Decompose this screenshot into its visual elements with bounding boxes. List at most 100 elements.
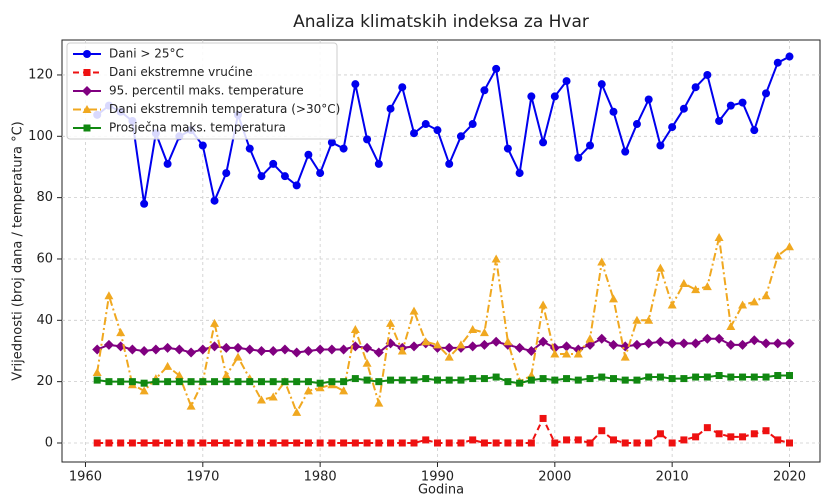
marker [128, 378, 136, 386]
x-tick-label: 2010 [656, 470, 689, 485]
marker [281, 378, 289, 386]
marker [668, 375, 676, 383]
marker [421, 120, 430, 129]
marker [715, 430, 723, 438]
marker [211, 378, 219, 386]
marker [374, 159, 383, 168]
marker [93, 376, 101, 384]
marker [668, 439, 676, 447]
marker [422, 375, 430, 383]
y-axis-label: Vrijednosti (broj dana / temperatura °C) [11, 121, 26, 380]
marker [609, 436, 617, 444]
y-tick-label: 40 [36, 313, 53, 328]
marker [293, 439, 301, 447]
marker [678, 338, 689, 349]
marker [198, 141, 207, 150]
marker [351, 80, 360, 89]
marker [551, 439, 559, 447]
marker [339, 144, 348, 153]
marker [269, 378, 277, 386]
marker [527, 439, 535, 447]
marker [469, 375, 477, 383]
marker [680, 375, 688, 383]
marker [526, 345, 537, 356]
marker [233, 352, 243, 361]
legend-label: Dani ekstremne vrućine [109, 65, 253, 79]
marker [503, 337, 513, 346]
marker [762, 427, 770, 435]
marker [339, 386, 349, 395]
marker [292, 181, 301, 190]
marker [234, 439, 242, 447]
marker [739, 373, 747, 381]
marker [492, 373, 500, 381]
marker [421, 337, 431, 346]
marker [387, 439, 395, 447]
marker [621, 147, 630, 156]
marker [221, 342, 232, 353]
marker [398, 439, 406, 447]
marker [621, 439, 629, 447]
marker [785, 372, 793, 380]
marker [292, 407, 302, 416]
marker [316, 439, 324, 447]
marker [316, 379, 324, 387]
marker [633, 376, 641, 384]
marker [551, 376, 559, 384]
marker [164, 439, 172, 447]
marker [373, 347, 384, 358]
marker [692, 433, 700, 441]
marker [668, 123, 677, 132]
y-tick-label: 100 [28, 129, 53, 144]
marker [152, 378, 160, 386]
marker [187, 439, 195, 447]
marker [527, 376, 535, 384]
marker [328, 439, 336, 447]
marker [516, 439, 524, 447]
marker [620, 352, 630, 361]
marker [702, 333, 713, 344]
marker [656, 141, 665, 150]
marker [738, 98, 747, 107]
marker [116, 328, 126, 337]
marker [186, 347, 197, 358]
marker [598, 427, 606, 435]
marker [186, 401, 196, 410]
marker [409, 341, 420, 352]
marker [210, 196, 219, 205]
marker [725, 339, 736, 350]
marker [304, 378, 312, 386]
marker [127, 344, 138, 355]
marker [562, 349, 572, 358]
marker [456, 132, 465, 141]
marker [784, 338, 795, 349]
marker [410, 439, 418, 447]
marker [315, 344, 326, 355]
marker [246, 439, 254, 447]
marker [480, 86, 489, 95]
marker [656, 373, 664, 381]
marker [645, 439, 653, 447]
marker [140, 439, 148, 447]
marker [444, 342, 455, 353]
marker [256, 345, 267, 356]
marker [117, 378, 125, 386]
marker [328, 378, 336, 386]
marker [199, 378, 207, 386]
marker [140, 199, 149, 208]
marker [174, 344, 185, 355]
marker [574, 376, 582, 384]
marker [574, 153, 583, 162]
marker [409, 306, 419, 315]
marker [644, 315, 654, 324]
marker [761, 338, 772, 349]
marker [269, 159, 278, 168]
marker [162, 342, 173, 353]
marker [257, 172, 266, 181]
marker [563, 436, 571, 444]
marker [105, 439, 113, 447]
marker [785, 52, 794, 61]
marker [362, 358, 372, 367]
marker [608, 339, 619, 350]
y-tick-label: 60 [36, 251, 53, 266]
